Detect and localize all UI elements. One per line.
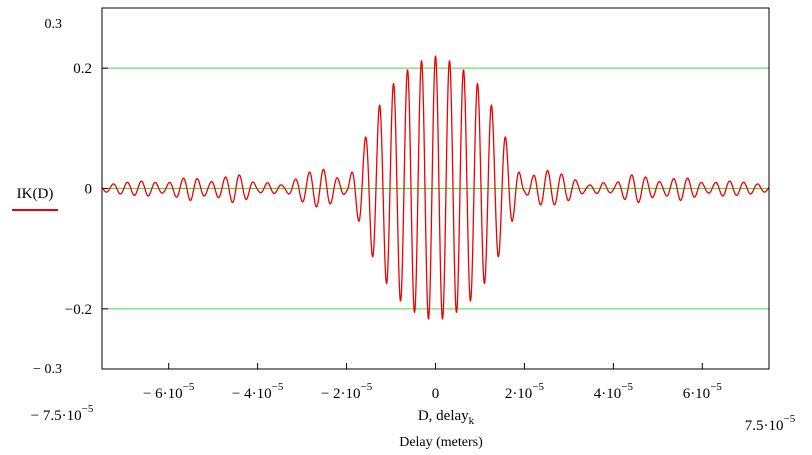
x-tick-label-6: 6·10−5: [683, 381, 723, 402]
x-axis-title: Delay (meters): [399, 435, 483, 450]
axis-ticks: [102, 67, 703, 369]
y-tick-label-1: 0: [85, 182, 93, 198]
y-range-max-label: 0.3: [45, 17, 63, 32]
series-layer: [101, 55, 770, 320]
y-tick-label-2: −0.2: [65, 302, 92, 318]
x-range-min-label: − 7.5·10−5: [31, 403, 94, 424]
legend-label: IK(D): [17, 186, 54, 202]
x-tick-label-1: − 4·10−5: [232, 381, 284, 402]
x-tick-label-5: 4·10−5: [594, 381, 634, 402]
x-range-max-label: 7.5·10−5: [745, 413, 796, 434]
x-tick-label-2: − 2·10−5: [321, 381, 373, 402]
gridlines: [102, 67, 769, 310]
x-tick-label-0: − 6·10−5: [143, 381, 195, 402]
labels-layer: − 6·10−5 − 4·10−5 − 2·10−5 0 2·10−5 4·10−5 6·1…: [12, 17, 796, 450]
plot-frame: [101, 7, 770, 370]
y-tick-label-0: 0.2: [73, 61, 92, 77]
x-axis-expression: D, delayk: [418, 408, 475, 427]
series-line-ik: [101, 55, 770, 320]
x-tick-label-3: 0: [432, 386, 440, 402]
y-range-min-label: − 0.3: [33, 362, 62, 377]
x-tick-label-4: 2·10−5: [505, 381, 545, 402]
